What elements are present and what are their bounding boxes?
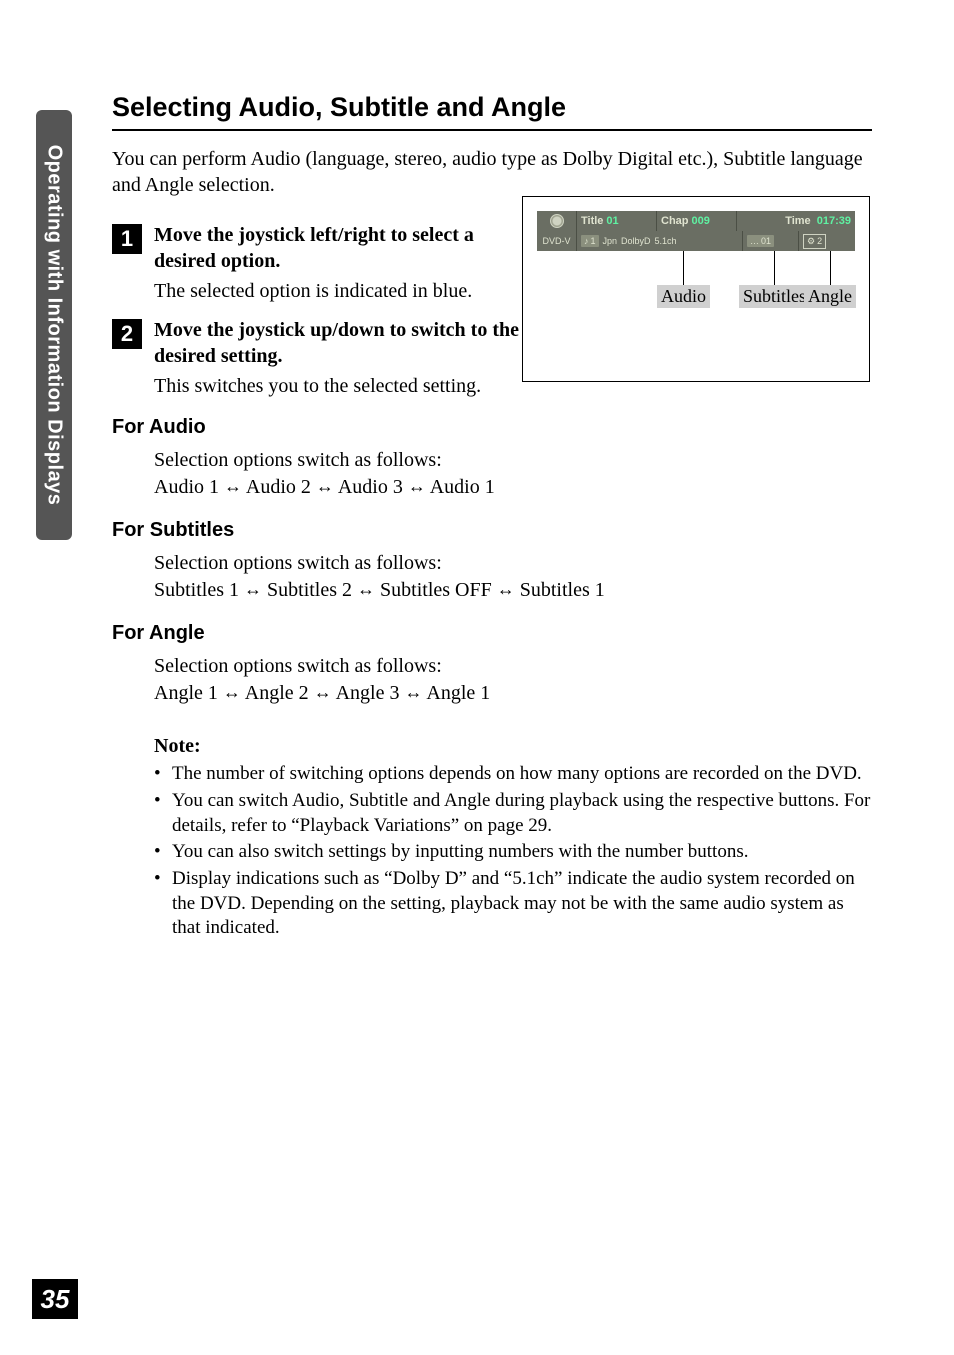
osd-audio-codec: DolbyD — [621, 236, 651, 246]
osd-chap: Chap 009 — [657, 211, 737, 231]
step-1: 1 Move the joystick left/right to select… — [112, 222, 510, 303]
osd-audio-lang: Jpn — [603, 236, 618, 246]
osd-chap-value: 009 — [692, 215, 710, 227]
seq-item: Angle 1 — [426, 682, 490, 704]
step-heading: Move the joystick up/down to switch to t… — [154, 317, 552, 369]
osd-angle-box: ⚙ 2 — [803, 234, 826, 249]
intro-text: You can perform Audio (language, stereo,… — [112, 147, 872, 198]
subsection-angle-body: Selection options switch as follows: Ang… — [154, 653, 872, 707]
osd-subtitle-cell: … 01 — [743, 231, 799, 251]
osd-time-label: Time — [785, 215, 810, 227]
osd-title: Title 01 — [577, 211, 657, 231]
osd-time-value: 017:39 — [817, 215, 851, 227]
seq-item: Audio 3 — [338, 476, 403, 498]
note-item: You can switch Audio, Subtitle and Angle… — [154, 789, 872, 838]
seq-item: Angle 1 — [154, 682, 218, 704]
title-rule — [112, 129, 872, 131]
osd-row-top: Title 01 Chap 009 Time 017:39 — [537, 211, 855, 231]
step-body: Move the joystick left/right to select a… — [154, 222, 510, 303]
seq-item: Audio 1 — [154, 476, 219, 498]
note-item: The number of switching options depends … — [154, 762, 872, 787]
subsection-lead: Selection options switch as follows: — [154, 655, 442, 677]
step-2: 2 Move the joystick up/down to switch to… — [112, 317, 552, 398]
step-number-box: 2 — [112, 319, 142, 349]
osd-audio-box: ♪ 1 — [581, 235, 599, 247]
callout-line — [774, 251, 775, 285]
osd-time: Time 017:39 — [737, 211, 855, 231]
seq-item: Subtitles OFF — [380, 579, 492, 601]
osd-chap-label: Chap — [661, 215, 689, 227]
osd-subtitle-value: 01 — [761, 236, 771, 246]
arrow-icon: ↔ — [404, 682, 422, 702]
arrow-icon: ↔ — [357, 579, 375, 599]
subsection-audio-body: Selection options switch as follows: Aud… — [154, 447, 872, 501]
seq-item: Subtitles 1 — [154, 579, 239, 601]
subsection-audio-heading: For Audio — [112, 416, 872, 439]
dvd-osd-figure: Title 01 Chap 009 Time 017:39 DVD-V ♪ — [522, 196, 870, 382]
arrow-icon: ↔ — [497, 579, 515, 599]
osd-audio-track: 1 — [591, 236, 596, 246]
callout-angle: Angle — [804, 285, 856, 308]
page: Operating with Information Displays 35 S… — [0, 0, 954, 1355]
step-body: Move the joystick up/down to switch to t… — [154, 317, 552, 398]
osd-disc-type: DVD-V — [537, 231, 577, 251]
step-number-box: 1 — [112, 224, 142, 254]
subsection-lead: Selection options switch as follows: — [154, 449, 442, 471]
arrow-icon: ↔ — [314, 682, 332, 702]
osd-audio-cell: ♪ 1 Jpn DolbyD 5.1ch — [577, 231, 743, 251]
page-number: 35 — [32, 1279, 78, 1319]
subsection-subtitles-heading: For Subtitles — [112, 519, 872, 542]
step-heading: Move the joystick left/right to select a… — [154, 222, 510, 274]
note-label: Note: — [154, 735, 872, 758]
note-item: You can also switch settings by inputtin… — [154, 840, 872, 865]
seq-item: Angle 3 — [336, 682, 400, 704]
section-title: Selecting Audio, Subtitle and Angle — [112, 92, 872, 123]
note-list: The number of switching options depends … — [154, 762, 872, 941]
arrow-icon: ↔ — [316, 476, 334, 496]
subsection-angle-heading: For Angle — [112, 622, 872, 645]
arrow-icon: ↔ — [244, 579, 262, 599]
note-block: Note: The number of switching options de… — [154, 735, 872, 941]
callout-audio: Audio — [657, 285, 710, 308]
seq-item: Subtitles 2 — [267, 579, 352, 601]
arrow-icon: ↔ — [408, 476, 426, 496]
step-text: This switches you to the selected settin… — [154, 375, 552, 398]
note-item: Display indications such as “Dolby D” an… — [154, 867, 872, 941]
arrow-icon: ↔ — [224, 476, 242, 496]
arrow-icon: ↔ — [223, 682, 241, 702]
osd-angle-value: 2 — [817, 236, 822, 246]
side-tab: Operating with Information Displays — [36, 110, 72, 540]
osd-subtitle-box: … 01 — [747, 235, 774, 247]
osd-angle-cell: ⚙ 2 — [799, 231, 855, 251]
step-text: The selected option is indicated in blue… — [154, 280, 510, 303]
subsection-lead: Selection options switch as follows: — [154, 552, 442, 574]
seq-item: Audio 1 — [430, 476, 495, 498]
osd-row-bottom: DVD-V ♪ 1 Jpn DolbyD 5.1ch … 01 — [537, 231, 855, 251]
seq-item: Angle 2 — [245, 682, 309, 704]
seq-item: Subtitles 1 — [520, 579, 605, 601]
disc-icon — [537, 211, 577, 231]
osd-title-value: 01 — [606, 215, 618, 227]
seq-item: Audio 2 — [246, 476, 311, 498]
subsection-subtitles-body: Selection options switch as follows: Sub… — [154, 550, 872, 604]
note-icon: ♪ — [584, 236, 589, 246]
angle-icon: ⚙ — [807, 236, 815, 247]
osd-audio-channels: 5.1ch — [655, 236, 677, 246]
osd-panel: Title 01 Chap 009 Time 017:39 DVD-V ♪ — [537, 211, 855, 251]
callout-line — [830, 251, 831, 285]
callout-subtitles: Subtitles — [739, 285, 810, 308]
side-tab-label: Operating with Information Displays — [43, 145, 66, 506]
callout-line — [683, 251, 684, 285]
subtitle-icon: … — [750, 236, 759, 246]
osd-title-label: Title — [581, 215, 603, 227]
